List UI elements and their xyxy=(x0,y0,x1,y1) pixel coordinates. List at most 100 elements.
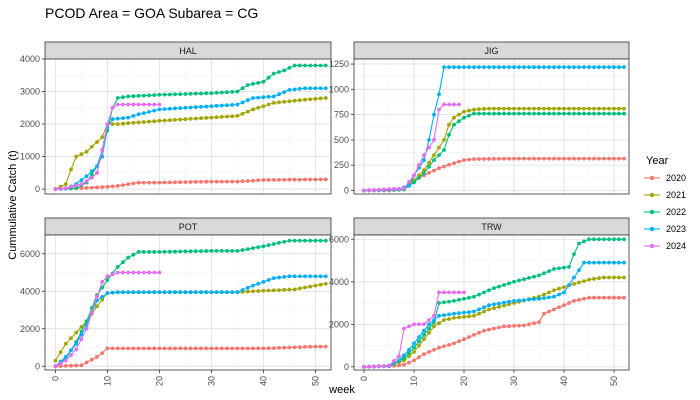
data-point-jig-2022 xyxy=(557,111,561,116)
data-point-jig-2023 xyxy=(442,65,446,69)
data-point-hal-2021 xyxy=(225,114,229,119)
data-point-hal-2021 xyxy=(235,114,240,118)
data-point-hal-2020 xyxy=(225,179,229,184)
data-point-jig-2020 xyxy=(462,158,466,163)
data-point-hal-2022 xyxy=(282,68,287,73)
data-point-hal-2022 xyxy=(173,92,177,97)
data-point-jig-2022 xyxy=(602,111,606,116)
data-point-trw-2020 xyxy=(512,324,516,328)
data-point-hal-2020 xyxy=(173,180,177,185)
data-point-trw-2022 xyxy=(577,241,581,246)
data-point-trw-2020 xyxy=(607,295,611,300)
data-point-hal-2023 xyxy=(126,115,131,120)
data-point-trw-2020 xyxy=(572,299,576,303)
data-point-trw-2020 xyxy=(617,295,621,300)
data-point-pot-2020 xyxy=(79,363,84,368)
y-tick-label-jig: 0 xyxy=(344,185,349,195)
chart-title: PCOD Area = GOA Subarea = CG xyxy=(45,5,258,21)
data-point-jig-2021 xyxy=(562,106,566,111)
series-hal-2024 xyxy=(53,102,162,192)
data-point-trw-2023 xyxy=(567,283,571,287)
data-point-hal-2020 xyxy=(219,179,224,184)
data-point-hal-2024 xyxy=(58,186,63,191)
data-point-pot-2024 xyxy=(157,270,162,275)
data-point-pot-2024 xyxy=(152,270,157,275)
data-point-jig-2022 xyxy=(562,111,566,116)
data-point-hal-2024 xyxy=(115,102,120,107)
data-point-trw-2022 xyxy=(462,296,466,301)
data-point-jig-2023 xyxy=(572,65,576,69)
data-point-trw-2022 xyxy=(467,295,471,300)
data-point-hal-2021 xyxy=(297,98,302,103)
data-point-hal-2023 xyxy=(297,86,302,91)
data-point-trw-2021 xyxy=(547,290,551,295)
data-point-jig-2021 xyxy=(482,107,486,111)
data-point-jig-2021 xyxy=(622,106,626,111)
plot-area-trw xyxy=(354,235,629,370)
data-point-jig-2023 xyxy=(532,65,536,69)
data-point-hal-2022 xyxy=(178,92,183,96)
data-point-trw-2022 xyxy=(542,271,546,276)
data-point-hal-2020 xyxy=(204,179,209,184)
data-point-pot-2020 xyxy=(230,346,235,351)
data-point-pot-2021 xyxy=(245,289,250,294)
data-point-pot-2022 xyxy=(209,249,214,253)
data-point-trw-2022 xyxy=(507,281,511,286)
data-point-trw-2024 xyxy=(457,290,461,295)
data-point-hal-2020 xyxy=(277,177,281,182)
data-point-hal-2021 xyxy=(256,105,261,110)
data-point-pot-2024 xyxy=(79,337,84,341)
data-point-jig-2022 xyxy=(447,132,451,137)
data-point-hal-2020 xyxy=(84,186,89,190)
data-point-jig-2020 xyxy=(547,156,551,161)
data-point-trw-2024 xyxy=(392,359,396,363)
data-point-jig-2022 xyxy=(412,180,416,185)
data-point-trw-2023 xyxy=(412,341,416,346)
data-point-trw-2021 xyxy=(497,305,501,309)
data-point-pot-2022 xyxy=(287,238,292,243)
data-point-pot-2020 xyxy=(318,344,323,349)
data-point-jig-2022 xyxy=(422,171,426,176)
data-point-pot-2023 xyxy=(188,290,193,295)
data-point-hal-2021 xyxy=(136,120,141,125)
x-tick-label-pot: 40 xyxy=(258,376,268,386)
data-point-jig-2021 xyxy=(597,106,601,111)
data-point-pot-2022 xyxy=(204,249,209,253)
legend-key-point xyxy=(649,226,655,232)
data-point-hal-2021 xyxy=(240,111,245,116)
data-point-pot-2021 xyxy=(100,297,105,302)
data-point-hal-2023 xyxy=(204,104,209,109)
data-point-pot-2021 xyxy=(303,285,307,290)
data-point-hal-2024 xyxy=(53,187,58,192)
data-point-hal-2020 xyxy=(313,177,318,182)
data-point-trw-2021 xyxy=(502,303,506,308)
y-tick-label-jig: 1000 xyxy=(329,84,349,94)
data-point-pot-2021 xyxy=(74,330,79,335)
data-point-jig-2022 xyxy=(582,111,586,116)
data-point-pot-2022 xyxy=(167,249,172,254)
data-point-hal-2022 xyxy=(292,63,297,68)
data-point-hal-2021 xyxy=(219,115,224,119)
data-point-jig-2021 xyxy=(497,106,501,111)
data-point-hal-2020 xyxy=(256,178,261,183)
data-point-jig-2022 xyxy=(442,148,446,152)
data-point-jig-2021 xyxy=(592,106,596,111)
data-point-pot-2023 xyxy=(79,332,84,337)
data-point-jig-2020 xyxy=(432,168,436,173)
data-point-jig-2021 xyxy=(612,106,616,111)
y-tick-label-jig: 750 xyxy=(334,110,349,120)
data-point-hal-2024 xyxy=(110,105,115,110)
data-point-pot-2020 xyxy=(69,363,73,368)
data-point-trw-2023 xyxy=(482,305,486,310)
data-point-trw-2021 xyxy=(587,277,591,282)
data-point-pot-2021 xyxy=(318,282,323,287)
data-point-trw-2020 xyxy=(532,321,536,326)
data-point-trw-2023 xyxy=(447,312,451,317)
data-point-pot-2023 xyxy=(126,290,131,295)
data-point-pot-2020 xyxy=(84,360,89,365)
data-point-pot-2021 xyxy=(287,287,292,292)
data-point-pot-2021 xyxy=(69,336,73,340)
data-point-jig-2024 xyxy=(402,186,406,191)
data-point-jig-2020 xyxy=(532,156,536,161)
data-point-trw-2020 xyxy=(402,362,406,367)
